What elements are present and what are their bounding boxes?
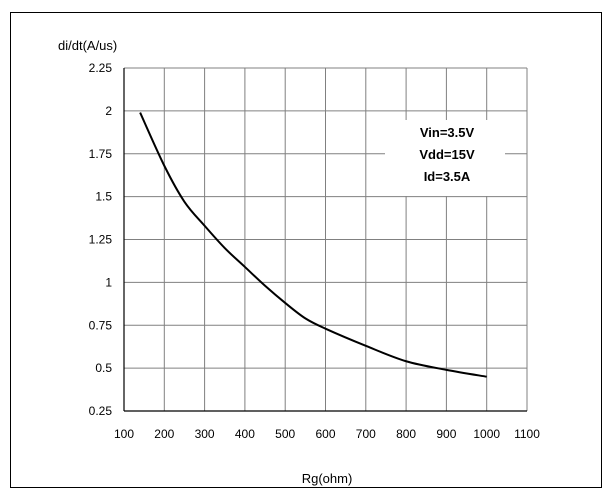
x-tick-label: 400 [235,427,255,441]
x-tick-label: 1000 [473,427,500,441]
grid [124,68,527,411]
x-tick-labels: 100 200 300 400 500 600 700 800 900 1000 1100 [114,427,540,441]
x-tick-label: 600 [315,427,335,441]
y-tick-label: 1.25 [89,233,113,247]
x-tick-label: 500 [275,427,295,441]
y-tick-labels: 0.25 0.5 0.75 1 1.25 1.5 1.75 2 2.25 [89,61,113,418]
x-tick-label: 900 [436,427,456,441]
y-tick-label: 1.5 [95,190,112,204]
y-tick-label: 0.75 [89,318,113,332]
annotation-text: Vdd=15V [419,147,475,162]
annotation-text: Vin=3.5V [420,125,475,140]
x-tick-label: 800 [396,427,416,441]
y-tick-label: 0.25 [89,404,113,418]
y-tick-label: 2 [105,104,112,118]
annotation-text: Id=3.5A [424,169,471,184]
x-axis-label: Rg(ohm) [302,471,353,486]
x-tick-label: 700 [356,427,376,441]
x-tick-label: 300 [195,427,215,441]
y-tick-label: 2.25 [89,61,113,75]
annotation-box: Vin=3.5V Vdd=15V Id=3.5A [385,120,505,196]
y-tick-label: 1.75 [89,147,113,161]
y-tick-label: 1 [105,275,112,289]
x-tick-label: 1100 [514,427,540,441]
x-tick-label: 100 [114,427,134,441]
x-tick-label: 200 [154,427,174,441]
y-axis-label: di/dt(A/us) [58,38,117,53]
y-tick-label: 0.5 [95,361,112,375]
